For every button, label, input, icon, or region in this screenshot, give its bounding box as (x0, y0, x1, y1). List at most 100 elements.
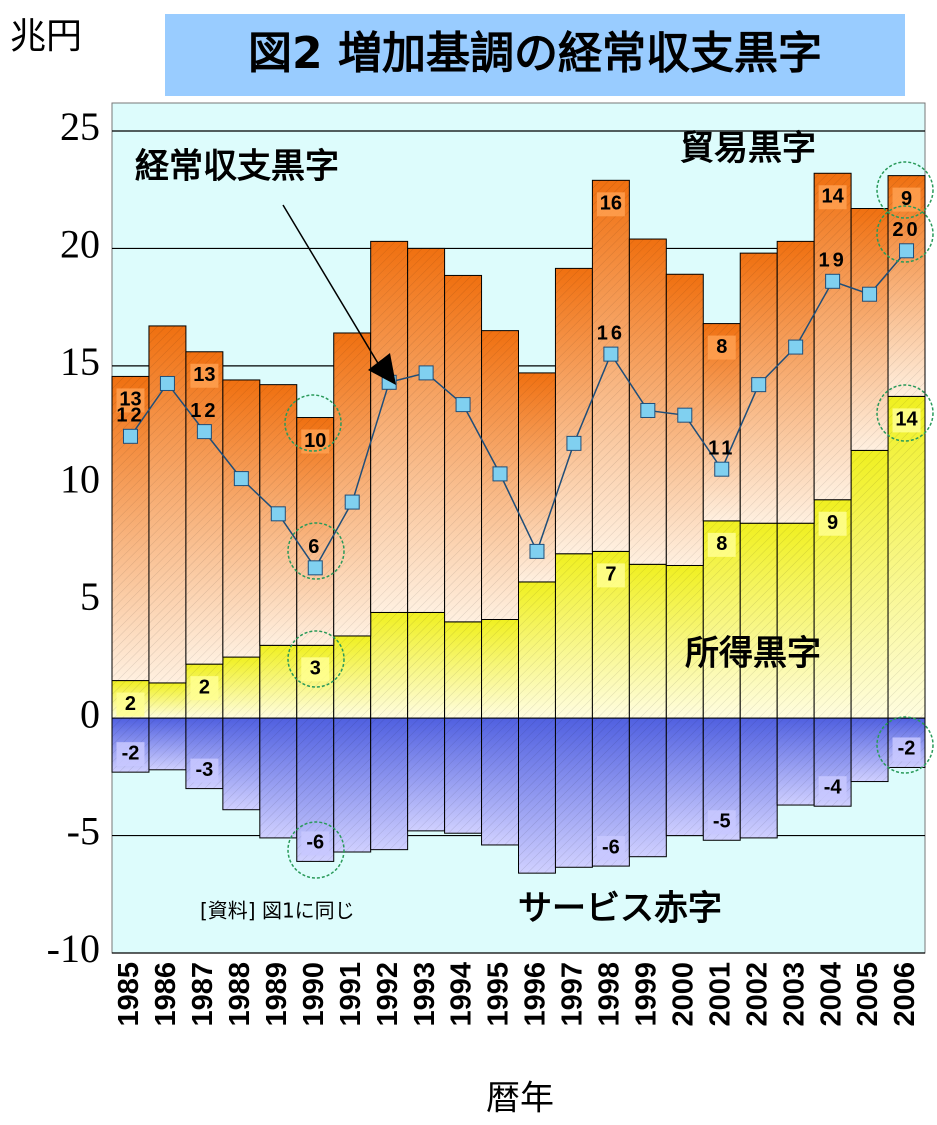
x-tick-label: 1995 (483, 962, 515, 1027)
bar-hatch (481, 619, 519, 719)
value-label: 10 (304, 430, 326, 452)
bar-hatch (777, 523, 815, 719)
bar-hatch (407, 248, 445, 613)
value-label-bg (818, 776, 847, 801)
value-label-bg (190, 676, 219, 701)
x-tick-label: 1993 (409, 962, 441, 1027)
bar-hatch (444, 621, 482, 719)
value-label-bg (116, 742, 145, 767)
value-label: 9 (827, 512, 838, 534)
value-label: 3 (310, 658, 321, 680)
y-axis-label: 兆円 (10, 16, 82, 57)
line-marker (122, 428, 138, 444)
annotation-arrow (282, 204, 383, 371)
x-tick-label: 1996 (520, 962, 552, 1027)
line (129, 250, 908, 570)
value-label-bg (596, 192, 625, 217)
value-label: 20 (892, 219, 920, 241)
bar-hatch (185, 351, 223, 665)
line-marker (640, 402, 656, 418)
value-label: 14 (895, 409, 918, 431)
value-label: 19 (818, 250, 846, 272)
x-tick-label: 2000 (667, 962, 699, 1027)
value-label: 12 (190, 400, 218, 422)
bar-hatch (629, 239, 667, 565)
value-label: -4 (824, 776, 843, 798)
line-marker (751, 377, 767, 393)
bar-hatch (222, 718, 260, 810)
line-marker (825, 273, 841, 289)
arrow-head (368, 353, 396, 385)
line-marker (603, 346, 619, 362)
bar-hatch (259, 718, 297, 838)
bar-hatch (888, 396, 925, 719)
value-label-bg (116, 692, 145, 717)
value-label: 16 (597, 322, 625, 344)
line-marker (677, 407, 693, 423)
y-tick-label: 5 (80, 574, 100, 619)
y-tick-label: -10 (47, 926, 100, 971)
x-tick-label: 1986 (150, 962, 182, 1027)
value-label-bg (818, 511, 847, 536)
value-label-bg (892, 737, 921, 762)
y-tick-label: 25 (60, 104, 100, 149)
x-tick-label: 1988 (224, 962, 256, 1027)
x-tick-label: 1994 (446, 962, 478, 1027)
chart-title: 図2 増加基調の経常収支黒字 (248, 28, 822, 79)
highlight-circles (284, 161, 934, 879)
x-tick-label: 1991 (335, 962, 367, 1027)
bar-hatch (777, 241, 815, 524)
line-marker (899, 243, 915, 259)
bar-hatch (777, 718, 815, 806)
line-marker (418, 365, 434, 381)
x-tick-label: 1989 (261, 962, 293, 1027)
line-marker (529, 543, 545, 559)
value-label: 13 (193, 364, 215, 386)
bar-hatch (666, 718, 704, 836)
y-tick-label: 0 (80, 691, 100, 736)
bar-hatch (740, 523, 778, 719)
source-note: [資料] 図1に同じ (200, 899, 355, 923)
value-label-bg (301, 831, 330, 856)
bar-hatch (333, 635, 371, 719)
value-label: -2 (122, 742, 140, 764)
line-marker (455, 397, 471, 413)
value-label: 8 (716, 336, 727, 358)
line-marker (233, 471, 249, 487)
value-label: 2 (125, 693, 136, 715)
y-tick-label: 10 (60, 456, 100, 501)
bar-hatch (333, 332, 371, 636)
bar-hatch (444, 275, 482, 622)
legend-label: 貿易黒字 (680, 129, 816, 169)
x-tick-label: 1985 (113, 962, 145, 1027)
bar-hatch (592, 180, 630, 552)
value-label: -6 (306, 832, 324, 854)
value-label: 6 (308, 536, 322, 558)
bar-hatch (296, 417, 334, 646)
x-axis-label: 暦年 (486, 1079, 554, 1119)
y-tick-label: 15 (60, 339, 100, 384)
value-label: 7 (605, 564, 616, 586)
legend-label: 経常収支黒字 (135, 147, 339, 187)
line-marker (566, 435, 582, 451)
bar-hatch (814, 499, 852, 719)
value-label: 12 (116, 405, 144, 427)
value-label-bg (818, 185, 847, 210)
line-marker (862, 286, 878, 302)
value-label: 9 (901, 188, 912, 210)
value-label: 14 (821, 186, 844, 208)
bar-hatch (148, 682, 186, 719)
y-tick-label: -5 (67, 809, 100, 854)
bar-hatch (740, 718, 778, 838)
value-label: 2 (199, 676, 210, 698)
bar-hatch (629, 564, 667, 719)
value-label: -2 (898, 738, 916, 760)
line-marker (492, 466, 508, 482)
bar-hatch (407, 612, 445, 719)
x-tick-label: 2006 (889, 962, 921, 1027)
bar-hatch (148, 718, 186, 770)
bar-hatch (629, 718, 667, 857)
x-tick-label: 2002 (741, 962, 773, 1027)
value-label-bg (190, 758, 219, 783)
